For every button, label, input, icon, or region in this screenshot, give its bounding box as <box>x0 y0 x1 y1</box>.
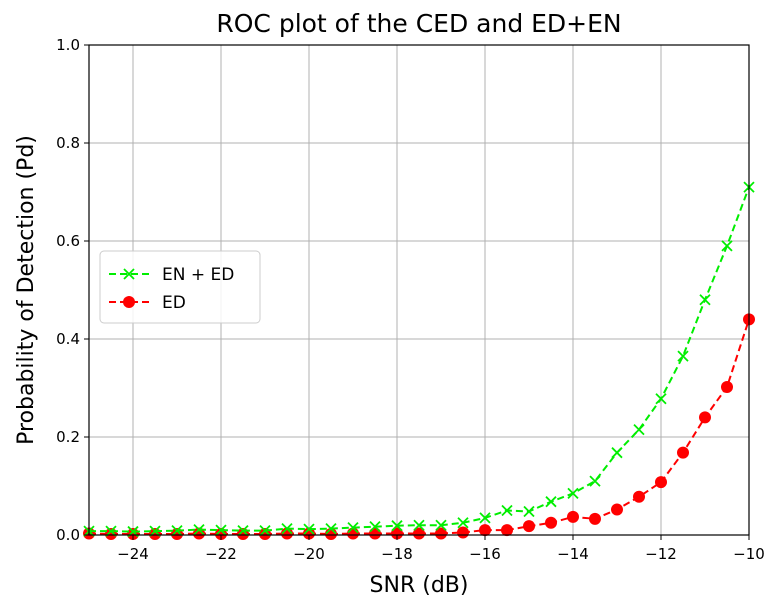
data-point-ed <box>413 527 425 540</box>
data-point-ed <box>655 476 667 489</box>
y-tick-label: 1.0 <box>56 36 80 54</box>
data-point-en-ed <box>281 522 293 535</box>
legend-label-en-ed: EN + ED <box>162 265 234 285</box>
legend: EN + ED ED <box>99 250 261 324</box>
data-point-ed <box>611 503 623 516</box>
data-point-ed <box>479 524 491 537</box>
x-tick-label: −22 <box>205 545 237 563</box>
x-tick-label: −14 <box>557 545 589 563</box>
y-tick-label: 0.0 <box>56 526 80 544</box>
y-tick-label: 0.6 <box>56 232 80 250</box>
data-point-ed <box>677 446 689 459</box>
data-point-en-ed <box>303 523 315 535</box>
data-point-en-ed <box>457 517 469 529</box>
data-point-en-ed <box>589 475 601 487</box>
data-point-ed <box>567 510 579 523</box>
x-axis-label: SNR (dB) <box>370 573 469 598</box>
data-point-en-ed <box>567 487 579 499</box>
x-tick-label: −20 <box>293 545 325 563</box>
data-point-en-ed <box>435 519 447 531</box>
data-point-ed <box>435 527 447 540</box>
series-layer <box>83 181 755 541</box>
series-line-ed <box>88 319 750 536</box>
x-tick-label: −10 <box>733 545 765 563</box>
y-axis-ticks: 0.0 0.2 0.4 0.6 0.8 1.0 <box>56 36 89 544</box>
x-tick-label: −16 <box>469 545 501 563</box>
plot-frame <box>88 44 750 536</box>
chart-title: ROC plot of the CED and ED+EN <box>216 9 621 38</box>
data-point-en-ed <box>413 519 425 531</box>
x-tick-label: −18 <box>381 545 413 563</box>
data-point-ed <box>303 527 315 540</box>
legend-marker-x <box>123 268 135 280</box>
series-line-en-ed <box>89 186 750 533</box>
data-point-en-ed <box>501 504 513 517</box>
y-tick-label: 0.4 <box>56 330 80 348</box>
data-point-ed <box>369 527 381 540</box>
data-point-ed <box>523 520 535 533</box>
y-tick-label: 0.8 <box>56 134 80 152</box>
data-point-en-ed <box>655 393 667 405</box>
data-point-en-ed <box>325 522 337 535</box>
data-point-en-ed <box>215 524 227 536</box>
data-point-ed <box>699 411 711 424</box>
data-point-en-ed <box>721 240 733 252</box>
legend-label-ed: ED <box>162 293 186 313</box>
data-point-ed <box>721 381 733 394</box>
data-point-en-ed <box>633 424 645 436</box>
data-point-en-ed <box>523 505 535 518</box>
data-point-en-ed <box>545 496 557 508</box>
data-point-en-ed <box>237 524 249 537</box>
data-point-en-ed <box>171 524 183 537</box>
data-point-en-ed <box>347 522 359 534</box>
legend-marker-en-ed <box>123 268 135 280</box>
y-tick-label: 0.2 <box>56 428 80 446</box>
data-point-en-ed <box>611 447 623 459</box>
data-point-en-ed <box>193 523 205 536</box>
data-point-ed <box>457 526 469 539</box>
x-tick-label: −12 <box>645 545 677 563</box>
data-point-ed <box>347 527 359 540</box>
data-point-en-ed <box>369 521 381 533</box>
data-point-en-ed <box>479 512 491 524</box>
data-point-en-ed <box>259 524 271 537</box>
legend-marker-ed <box>123 296 135 308</box>
data-point-ed <box>391 527 403 540</box>
legend-box <box>99 250 261 324</box>
data-point-ed <box>589 512 601 525</box>
y-axis-label: Probability of Detection (Pd) <box>14 135 39 445</box>
x-tick-label: −24 <box>117 545 149 563</box>
data-point-ed <box>545 516 557 529</box>
data-point-ed <box>633 490 645 503</box>
data-point-en-ed <box>699 294 711 306</box>
data-point-ed <box>501 524 513 537</box>
x-axis-ticks: −24 −22 −20 −18 −16 −14 −12 −10 <box>117 535 765 563</box>
data-point-en-ed <box>391 520 403 532</box>
data-point-en-ed <box>677 350 689 362</box>
legend-marker-dot <box>123 296 135 308</box>
